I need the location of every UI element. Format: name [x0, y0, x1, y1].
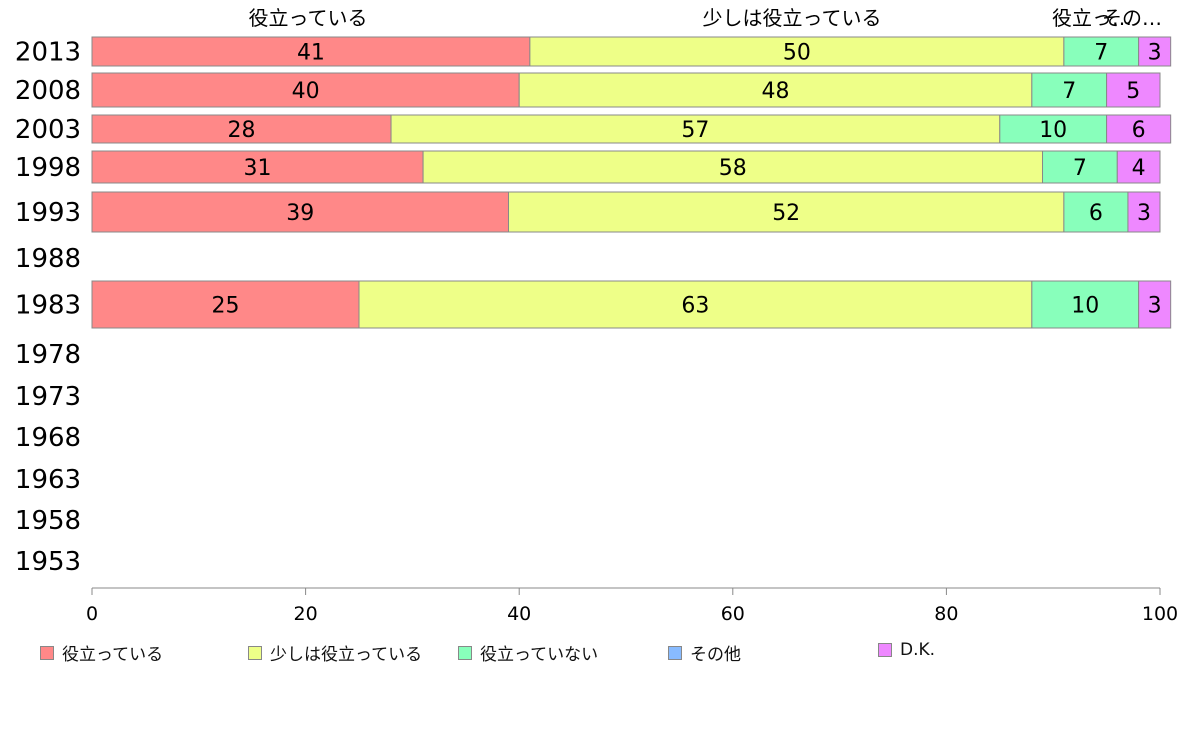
bar-segment: [1116, 150, 1161, 184]
legend-swatch: [668, 645, 682, 660]
category-label: 2013: [15, 38, 81, 68]
x-tick-label: 20: [294, 603, 318, 625]
data-label: 3: [1148, 294, 1162, 319]
x-tick-label: 40: [507, 603, 531, 625]
bar-segment: [1127, 191, 1161, 233]
category-label: 1973: [15, 382, 81, 412]
bar-segment: [1063, 191, 1129, 233]
data-label: 5: [1126, 79, 1140, 104]
data-label: 28: [228, 118, 256, 143]
x-tick-label: 80: [934, 603, 958, 625]
data-label: 63: [681, 294, 709, 319]
x-tick-label: 60: [721, 603, 745, 625]
bar-segment: [1063, 36, 1140, 67]
data-label: 50: [783, 41, 811, 66]
bar-segment: [91, 36, 531, 67]
legend-label: 役立っていない: [480, 645, 599, 665]
data-label: 40: [292, 79, 320, 104]
data-label: 4: [1132, 156, 1146, 181]
category-label: 1958: [15, 506, 81, 536]
top-label: 役立っ…: [1052, 6, 1132, 30]
bar-segment: [508, 191, 1065, 233]
bar-segment: [91, 280, 360, 329]
x-tick-label: 0: [86, 603, 98, 625]
data-label: 31: [244, 156, 272, 181]
bar-segment: [1138, 36, 1172, 67]
top-label: 役立っている: [249, 6, 368, 30]
bar-segment: [1106, 114, 1172, 144]
bar-segment: [91, 72, 520, 108]
category-label: 1998: [15, 153, 81, 183]
legend-label: その他: [690, 645, 741, 665]
data-label: 41: [297, 41, 325, 66]
legend-item-yakudatteiru: 役立っている: [40, 640, 163, 665]
bar-segment: [358, 280, 1033, 329]
data-label: 3: [1148, 41, 1162, 66]
bar-segment: [1031, 280, 1140, 329]
category-label: 1978: [15, 340, 81, 370]
legend-label: D.K.: [900, 640, 936, 660]
category-label: 2008: [15, 76, 81, 106]
category-label: 2003: [15, 115, 81, 145]
bar-segment: [91, 150, 424, 184]
bar-segment: [422, 150, 1044, 184]
category-label: 1988: [15, 244, 81, 274]
bar-segment: [518, 72, 1033, 108]
top-label: その…: [1102, 6, 1162, 30]
bar-segment: [529, 36, 1065, 67]
bar-segment: [999, 114, 1108, 144]
category-label: 1963: [15, 465, 81, 495]
data-label: 57: [681, 118, 709, 143]
legend-item-sonota: その他: [668, 640, 741, 665]
bar-segment: [1106, 72, 1161, 108]
bar-segment: [91, 114, 392, 144]
data-label: 52: [772, 201, 800, 226]
legend-label: 役立っている: [62, 645, 164, 665]
data-label: 6: [1132, 118, 1146, 143]
category-label: 1993: [15, 198, 81, 228]
category-label: 1968: [15, 423, 81, 453]
data-label: 10: [1071, 294, 1099, 319]
data-label: 3: [1137, 201, 1151, 226]
legend-item-sukoshiwa: 少しは役立っている: [248, 640, 422, 665]
category-label: 1983: [15, 291, 81, 321]
legend-swatch: [458, 645, 472, 660]
legend-item-yakudatteinai: 役立っていない: [458, 640, 598, 665]
legend-item-dk: D.K.: [878, 640, 935, 660]
data-label: 58: [719, 156, 747, 181]
x-tick-label: 100: [1142, 603, 1178, 625]
bar-segment: [1138, 280, 1172, 329]
data-label: 10: [1039, 118, 1067, 143]
bar-segment: [1042, 150, 1118, 184]
data-label: 6: [1089, 201, 1103, 226]
data-label: 39: [286, 201, 314, 226]
bar-segment: [91, 191, 510, 233]
legend-swatch: [878, 643, 892, 657]
legend-label: 少しは役立っている: [270, 645, 423, 665]
category-label: 1953: [15, 547, 81, 577]
data-label: 7: [1094, 41, 1108, 66]
legend-swatch: [40, 645, 54, 660]
data-label: 7: [1073, 156, 1087, 181]
top-label: 少しは役立っている: [703, 6, 882, 30]
data-label: 7: [1062, 79, 1076, 104]
bar-segment: [390, 114, 1001, 144]
data-label: 48: [762, 79, 790, 104]
data-label: 25: [212, 294, 240, 319]
legend: 役立っている 少しは役立っている 役立っていない その他 D.K.: [0, 640, 1188, 665]
legend-swatch: [248, 645, 262, 660]
